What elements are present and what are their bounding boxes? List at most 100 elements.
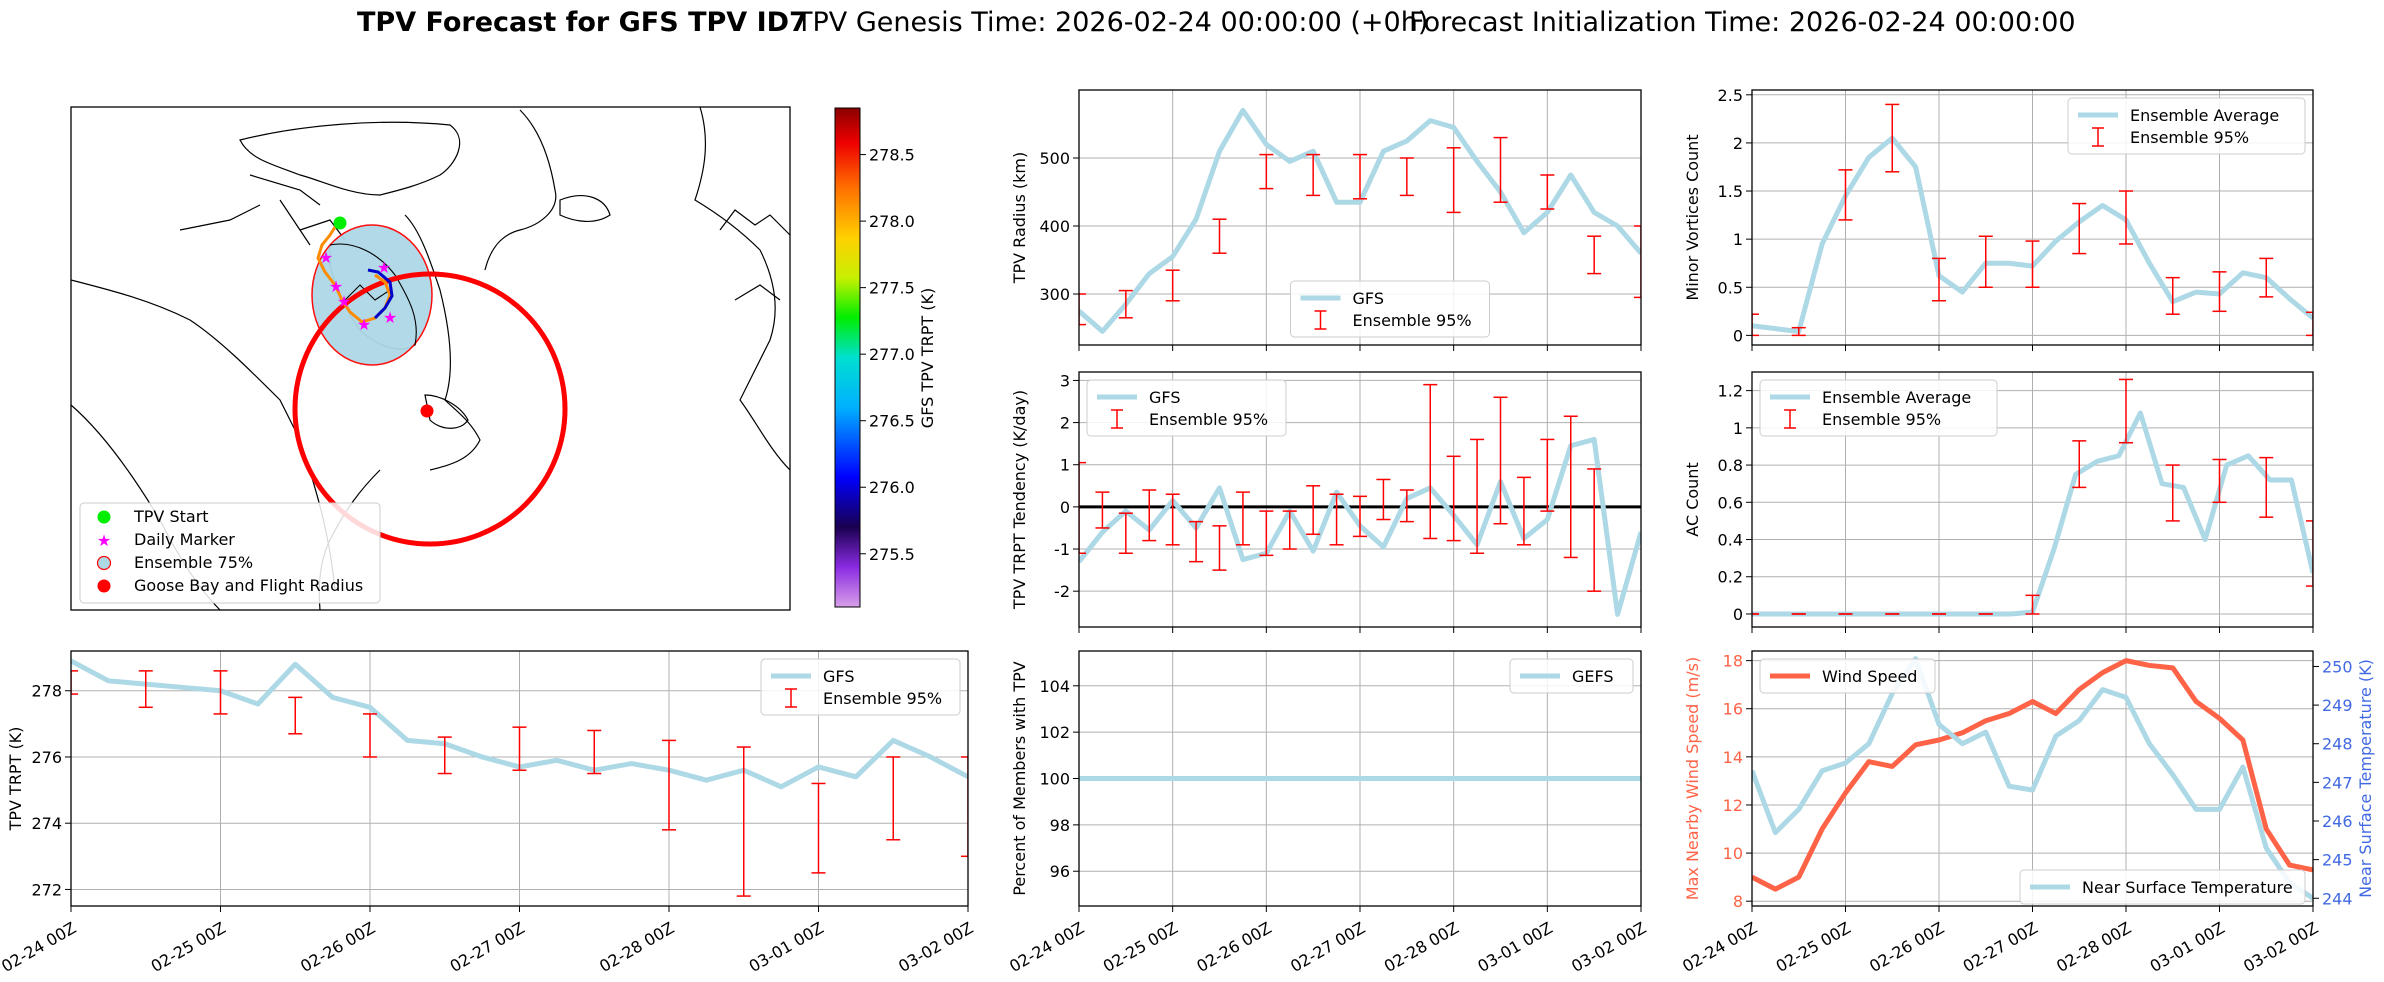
x-tick-label: 02-25 00Z — [1773, 918, 1854, 976]
y-tick-label: 1 — [1733, 419, 1743, 438]
x-tick-label: 02-24 00Z — [1679, 918, 1760, 976]
legend-goose-label: Goose Bay and Flight Radius — [134, 576, 363, 595]
x-tick-label: 03-02 00Z — [2240, 918, 2321, 976]
daily-marker: ★ — [319, 248, 333, 267]
colorbar-tick-label: 278.5 — [869, 146, 915, 165]
x-tick-label: 02-24 00Z — [1006, 918, 1087, 976]
tpv-track — [316, 223, 392, 324]
colorbar-ticks: 275.5 276.0 276.5 277.0 277.5 278.0 278.5 — [860, 146, 915, 564]
y-axis-label: Minor Vortices Count — [1683, 134, 1702, 300]
plot-content — [71, 658, 968, 897]
y-axis-label: TPV TRPT (K) — [6, 727, 25, 832]
y2-tick-label: 248 — [2322, 735, 2353, 754]
colorbar-tick-label: 278.0 — [869, 212, 915, 231]
x-tick-label: 02-27 00Z — [1960, 918, 2041, 976]
x-tick-label: 03-02 00Z — [895, 918, 976, 976]
x-tick-label: 02-25 00Z — [148, 918, 229, 976]
legend-label: Ensemble 95% — [2130, 128, 2249, 147]
y-tick-label: 0.2 — [1718, 568, 1743, 587]
legend-box — [1509, 658, 1634, 694]
colorbar-tick-label: 276.5 — [869, 412, 915, 431]
radius-panel: 300 400 500 TPV Radius (km) GFS Ensemble 95% — [1010, 89, 1642, 351]
legend-start-label: TPV Start — [133, 507, 209, 526]
legend-start-swatch — [97, 510, 111, 524]
daily-marker: ★ — [357, 315, 371, 334]
legend-box — [1759, 658, 1936, 694]
y2-tick-label: 247 — [2322, 773, 2353, 792]
coastline-scandinavia — [719, 209, 791, 301]
suptitle-bold: TPV Forecast for GFS TPV ID7 — [357, 7, 808, 38]
y-tick-label: 0 — [1733, 326, 1743, 345]
y-axis-label: Percent of Members with TPV — [1010, 661, 1029, 895]
y-tick-label: 8 — [1733, 892, 1743, 911]
y-tick-label: 2.5 — [1718, 86, 1743, 105]
legend-daily-swatch: ★ — [97, 531, 111, 550]
series-line — [1079, 107, 1641, 334]
tpv-track-late — [367, 268, 394, 320]
legend-label: GFS — [1149, 388, 1180, 407]
y-tick-label: 300 — [1039, 285, 1070, 304]
x-tick-label: 02-24 00Z — [0, 918, 79, 976]
y-tick-label: -1 — [1054, 540, 1070, 559]
x-tick-label: 03-01 00Z — [2147, 918, 2228, 976]
y-tick-label: 0.5 — [1718, 278, 1743, 297]
legend-label: Wind Speed — [1822, 667, 1917, 686]
y-tick-label: 102 — [1039, 723, 1070, 742]
y-tick-label: 12 — [1723, 796, 1743, 815]
x-tick-label: 02-28 00Z — [2053, 918, 2134, 976]
goose-bay-marker — [420, 404, 434, 418]
legend-daily-label: Daily Marker — [134, 530, 235, 549]
plot-content — [1752, 378, 2313, 617]
ac-count-panel: 0 0.2 0.4 0.6 0.8 1 1.2 AC Count Ensemble Averag… — [1683, 371, 2314, 633]
y-tick-label: 18 — [1723, 652, 1743, 671]
y-tick-label: 2 — [1733, 134, 1743, 153]
y-axis-label: AC Count — [1683, 462, 1702, 536]
colorbar-tick-label: 277.0 — [869, 345, 915, 364]
y-tick-label: 1 — [1733, 230, 1743, 249]
coastline-newfoundland — [424, 394, 469, 429]
y-tick-label: -2 — [1054, 582, 1070, 601]
daily-markers: ★ ★ ★ ★ ★ ★ — [319, 248, 397, 334]
coastline-iceland — [559, 195, 611, 222]
y-tick-label: 0 — [1060, 498, 1070, 517]
tpv-start-marker — [333, 216, 347, 230]
x-tick-label: 03-01 00Z — [1474, 918, 1555, 976]
plot-content — [1752, 103, 2313, 337]
y-tick-label: 1.2 — [1718, 382, 1743, 401]
legend-box — [1290, 280, 1490, 338]
y-tick-label: 16 — [1723, 700, 1743, 719]
legend-label: Ensemble 95% — [1149, 410, 1268, 429]
legend-box — [2067, 97, 2306, 155]
legend-label: Ensemble 95% — [1353, 311, 1472, 330]
coastline-europe — [694, 106, 791, 471]
y-tick-label: 1.5 — [1718, 182, 1743, 201]
colorbar-tick-label: 277.5 — [869, 279, 915, 298]
y-tick-label: 104 — [1039, 677, 1070, 696]
plot-content — [1079, 107, 1641, 334]
minor-vortices-panel: 0 0.5 1 1.5 2 2.5 Minor Vortices Count Ensemble… — [1683, 86, 2314, 351]
y-tick-label: 0.4 — [1718, 531, 1743, 550]
y-tick-label: 98 — [1050, 816, 1070, 835]
legend-label: GEFS — [1572, 667, 1614, 686]
y-tick-label: 2 — [1060, 414, 1070, 433]
wind-temp-panel: 02-24 00Z 02-25 00Z 02-26 00Z 02-27 00Z 02-2… — [1679, 650, 2375, 976]
x-tick-label: 02-28 00Z — [1381, 918, 1462, 976]
colorbar-tick-label: 276.0 — [869, 478, 915, 497]
plot-content — [1752, 656, 2313, 901]
y-tick-label: 1 — [1060, 456, 1070, 475]
y-axis-label: TPV TRPT Tendency (K/day) — [1010, 390, 1029, 610]
map-panel: ★ ★ ★ ★ ★ ★ TPV Start ★ Daily Marker Ens… — [70, 106, 791, 611]
x-tick-label: 03-01 00Z — [746, 918, 827, 976]
legend-label: Ensemble Average — [2130, 106, 2279, 125]
y-axis-label: TPV Radius (km) — [1010, 152, 1029, 285]
y-tick-label: 0 — [1733, 605, 1743, 624]
colorbar-bar — [834, 107, 861, 608]
x-tick-label: 02-27 00Z — [447, 918, 528, 976]
x-tick-label: 02-26 00Z — [297, 918, 378, 976]
coastline-greenland-coast — [484, 109, 557, 271]
ensemble-75-area — [311, 224, 433, 366]
y2-tick-label: 245 — [2322, 851, 2353, 870]
daily-marker: ★ — [337, 292, 351, 311]
trpt-panel: 02-24 00Z 02-25 00Z 02-26 00Z 02-27 00Z 02-2… — [0, 650, 976, 976]
